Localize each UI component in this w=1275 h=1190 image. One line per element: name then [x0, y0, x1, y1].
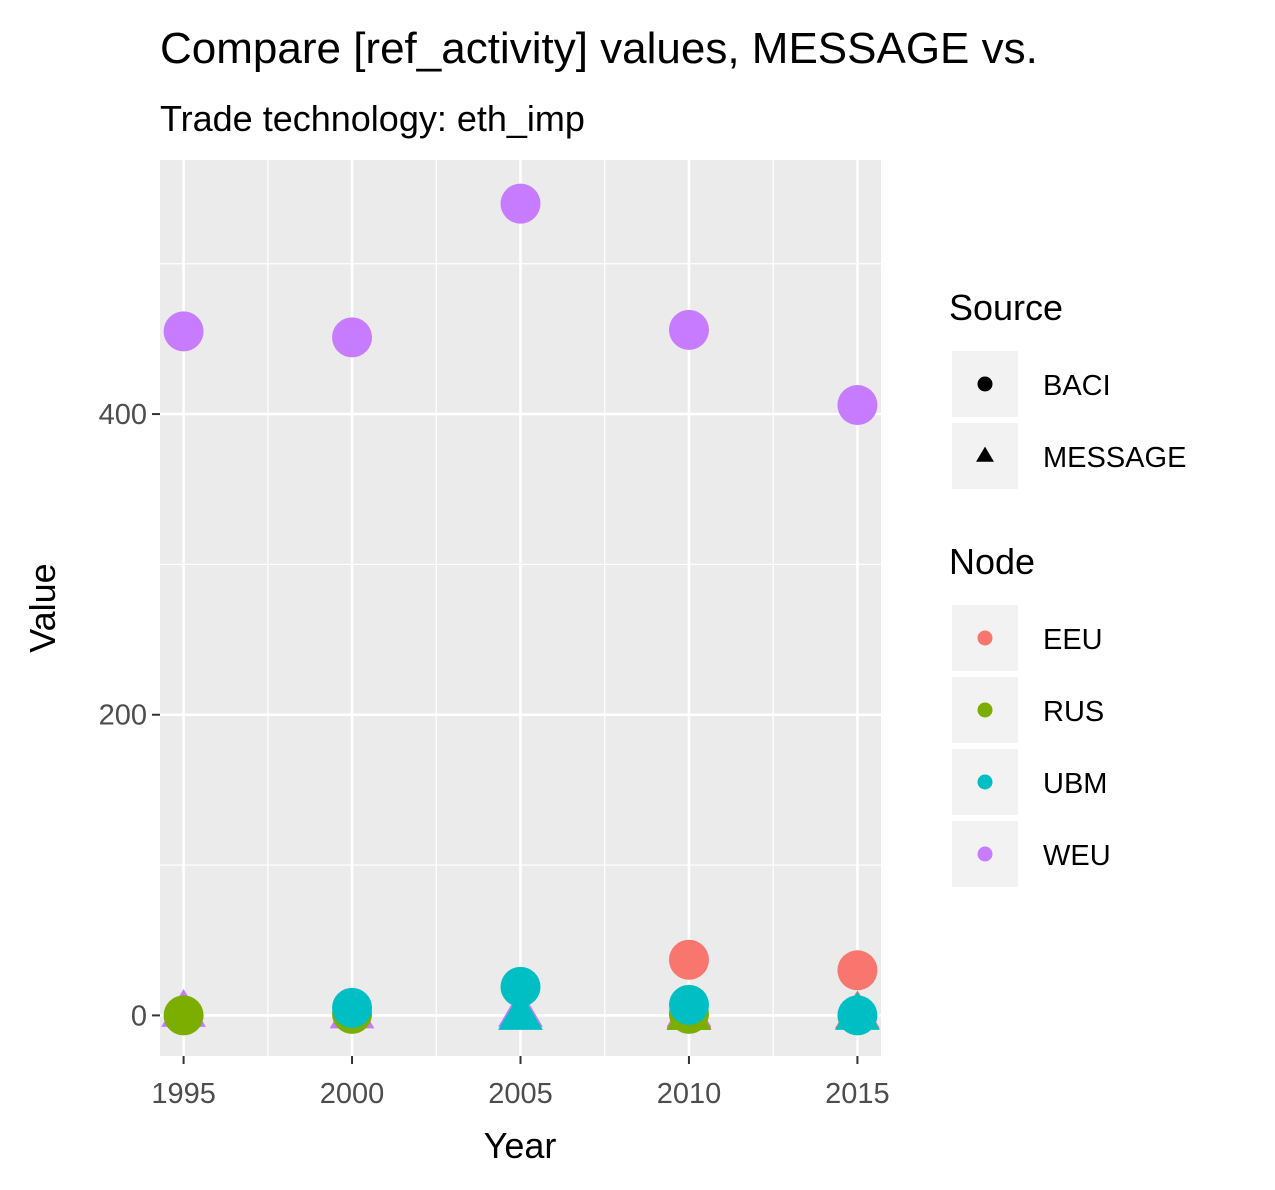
point-weu-baci-2015	[837, 385, 878, 426]
y-tick-label: 0	[131, 1000, 147, 1032]
y-tick-label: 200	[99, 700, 147, 732]
legends: Source BACI MESSAGE Node EEU RUS UBM WEU	[949, 287, 1186, 889]
point-eeu-baci-2015	[837, 950, 878, 991]
point-weu-baci-2000	[332, 317, 373, 358]
axis-ticks: 1995 2000 2005 2010 2015 0 200 400	[99, 399, 890, 1110]
chart-title: Compare [ref_activity] values, MESSAGE v…	[160, 24, 1038, 73]
legend-symbol-circle	[977, 774, 993, 790]
legend-label: BACI	[1043, 370, 1111, 402]
point-ubm-baci-2000	[332, 987, 373, 1028]
legend-symbol-circle	[977, 846, 993, 862]
x-tick-label: 2000	[320, 1078, 385, 1110]
point-ubm-baci-2005	[500, 966, 541, 1007]
chart-subtitle: Trade technology: eth_imp	[160, 98, 585, 139]
legend-title: Source	[949, 287, 1063, 328]
point-ubm-message-2005	[498, 991, 543, 1030]
legend-symbol-triangle	[976, 446, 994, 462]
point-rus-baci-1995	[163, 995, 204, 1036]
point-weu-baci-2010	[668, 309, 709, 350]
legend-label: MESSAGE	[1043, 442, 1186, 474]
y-axis-title: Value	[22, 563, 63, 652]
point-eeu-baci-2010	[668, 939, 709, 980]
point-ubm-baci-2015	[837, 995, 878, 1036]
x-axis-title: Year	[484, 1125, 557, 1166]
legend-symbol-circle	[977, 376, 993, 392]
legend-title: Node	[949, 541, 1035, 582]
x-tick-label: 2005	[488, 1078, 553, 1110]
y-tick-label: 400	[99, 399, 147, 431]
x-tick-label: 2015	[825, 1078, 890, 1110]
point-weu-baci-2005	[500, 183, 541, 224]
data-points	[161, 183, 880, 1036]
legend-symbol-circle	[977, 702, 993, 718]
legend-label: RUS	[1043, 696, 1104, 728]
legend-symbol-circle	[977, 630, 993, 646]
major-gridlines	[160, 160, 881, 1056]
legend-label: WEU	[1043, 840, 1111, 872]
point-weu-baci-1995	[163, 311, 204, 352]
legend-label: UBM	[1043, 768, 1107, 800]
x-tick-label: 2010	[657, 1078, 722, 1110]
legend-label: EEU	[1043, 624, 1103, 656]
point-ubm-baci-2010	[668, 984, 709, 1025]
x-tick-label: 1995	[151, 1078, 216, 1110]
